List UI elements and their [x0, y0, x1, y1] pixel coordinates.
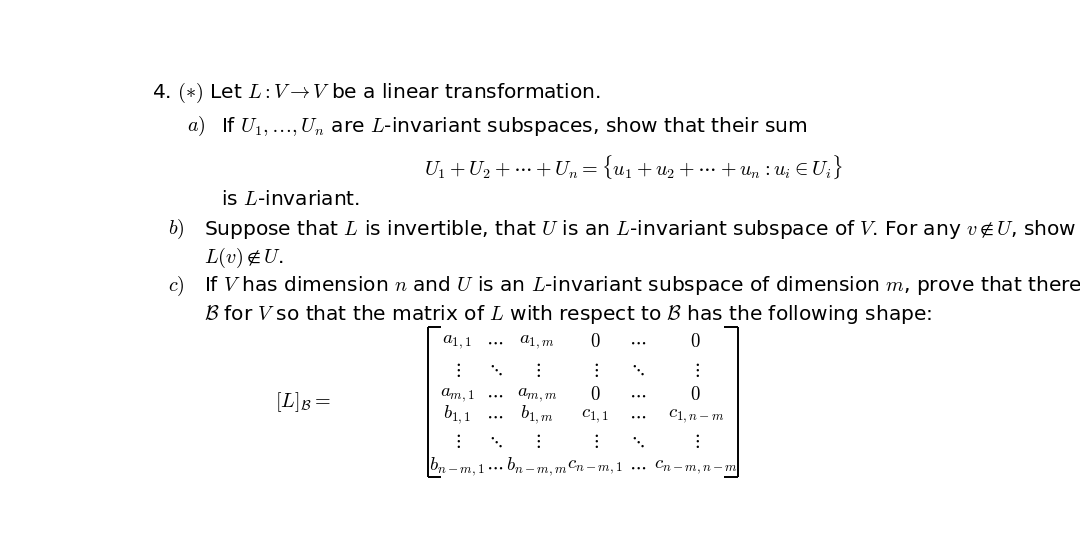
- Text: $\vdots$: $\vdots$: [592, 360, 599, 379]
- Text: $\ddots$: $\ddots$: [487, 360, 503, 379]
- Text: $c_{1,1}$: $c_{1,1}$: [581, 405, 609, 424]
- Text: $b_{n-m,1}$: $b_{n-m,1}$: [430, 455, 485, 478]
- Text: $a_{m,m}$: $a_{m,m}$: [516, 384, 557, 404]
- Text: Suppose that $L$ is invertible, that $U$ is an $L$-invariant subspace of $V$. Fo: Suppose that $L$ is invertible, that $U$…: [204, 218, 1080, 241]
- Text: $\mathcal{B}$ for $V$ so that the matrix of $L$ with respect to $\mathcal{B}$ ha: $\mathcal{B}$ for $V$ so that the matrix…: [204, 302, 932, 326]
- Text: $a_{1,1}$: $a_{1,1}$: [443, 332, 472, 351]
- Text: $b_{1,m}$: $b_{1,m}$: [519, 404, 554, 427]
- Text: $0$: $0$: [590, 384, 600, 404]
- Text: $\cdots$: $\cdots$: [486, 384, 503, 404]
- Text: is $L$-invariant.: is $L$-invariant.: [221, 190, 361, 209]
- Text: $b)$: $b)$: [168, 218, 185, 241]
- Text: 4. $(*)$ Let $L : V \rightarrow V$ be a linear transformation.: 4. $(*)$ Let $L : V \rightarrow V$ be a …: [151, 81, 600, 105]
- Text: $\vdots$: $\vdots$: [592, 431, 599, 450]
- Text: $\vdots$: $\vdots$: [454, 360, 461, 379]
- Text: $b_{1,1}$: $b_{1,1}$: [443, 404, 471, 427]
- Text: $\vdots$: $\vdots$: [692, 431, 700, 450]
- Text: $U_1 + U_2 + \cdots + U_n = \{u_1 + u_2 + \cdots + u_n : u_i \in U_i\}$: $U_1 + U_2 + \cdots + U_n = \{u_1 + u_2 …: [423, 153, 842, 180]
- Text: $0$: $0$: [690, 332, 701, 351]
- Text: $\cdots$: $\cdots$: [629, 384, 646, 404]
- Text: $L(v) \notin U$.: $L(v) \notin U$.: [204, 246, 284, 270]
- Text: $a)$: $a)$: [187, 115, 205, 138]
- Text: $\ddots$: $\ddots$: [630, 431, 645, 450]
- Text: $\vdots$: $\vdots$: [532, 360, 541, 379]
- Text: $\cdots$: $\cdots$: [486, 457, 503, 476]
- Text: $0$: $0$: [690, 384, 701, 404]
- Text: $\vdots$: $\vdots$: [692, 360, 700, 379]
- Text: $c)$: $c)$: [168, 275, 185, 297]
- Text: $\cdots$: $\cdots$: [629, 457, 646, 476]
- Text: $b_{n-m,m}$: $b_{n-m,m}$: [507, 455, 567, 478]
- Text: $c_{n-m,n-m}$: $c_{n-m,n-m}$: [653, 457, 738, 476]
- Text: $c_{n-m,1}$: $c_{n-m,1}$: [567, 457, 623, 476]
- Text: $c_{1,n-m}$: $c_{1,n-m}$: [667, 405, 724, 424]
- Text: $\vdots$: $\vdots$: [454, 431, 461, 450]
- Text: $\ddots$: $\ddots$: [487, 431, 503, 450]
- Text: $\ddots$: $\ddots$: [630, 360, 645, 379]
- Text: $0$: $0$: [590, 332, 600, 351]
- Text: $\cdots$: $\cdots$: [486, 405, 503, 424]
- Text: If $U_1, \ldots, U_n$ are $L$-invariant subspaces, show that their sum: If $U_1, \ldots, U_n$ are $L$-invariant …: [221, 115, 808, 138]
- Text: $[L]_{\mathcal{B}} =$: $[L]_{\mathcal{B}} =$: [275, 390, 332, 414]
- Text: $a_{m,1}$: $a_{m,1}$: [440, 384, 475, 404]
- Text: $a_{1,m}$: $a_{1,m}$: [519, 332, 554, 351]
- Text: If $V$ has dimension $n$ and $U$ is an $L$-invariant subspace of dimension $m$, : If $V$ has dimension $n$ and $U$ is an $…: [204, 275, 1080, 297]
- Text: $\cdots$: $\cdots$: [629, 405, 646, 424]
- Text: $\cdots$: $\cdots$: [629, 332, 646, 351]
- Text: $\vdots$: $\vdots$: [532, 431, 541, 450]
- Text: $\cdots$: $\cdots$: [486, 332, 503, 351]
